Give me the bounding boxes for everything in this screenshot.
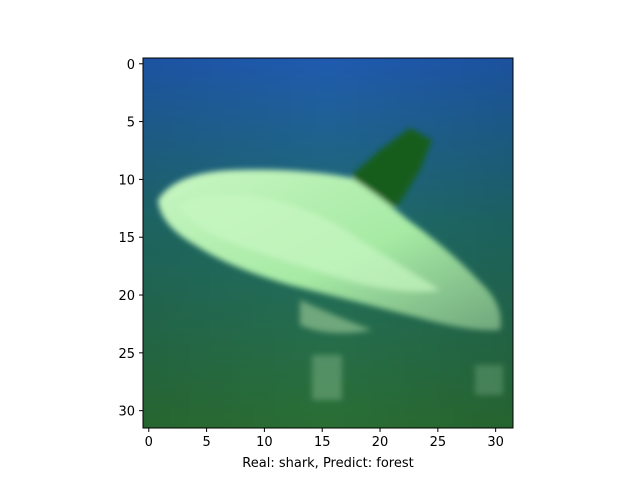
shark-shadow [300,300,372,334]
x-tick-label: 0 [145,435,153,450]
x-tick-label: 5 [202,435,210,450]
x-tick-label: 30 [487,435,504,450]
shark-highlight [180,195,440,292]
shark-dorsal-fin [352,128,432,212]
y-tick-label: 5 [127,116,135,131]
x-axis: 0 5 10 15 20 25 30 [145,428,504,450]
y-tick-label: 15 [118,231,135,246]
shark-image [143,58,513,428]
water-blob [475,365,503,395]
water-blob [312,355,342,400]
x-tick-label: 25 [430,435,447,450]
y-tick-label: 0 [127,58,135,73]
x-tick-label: 10 [256,435,273,450]
axes-frame [142,57,514,429]
y-tick-label: 20 [118,289,135,304]
y-axis: 0 5 10 15 20 25 30 [118,58,143,420]
y-tick-label: 25 [118,347,135,362]
y-tick-label: 10 [118,173,135,188]
x-tick-label: 20 [372,435,389,450]
x-tick-label: 15 [314,435,331,450]
y-tick-label: 30 [118,405,135,420]
figure-caption: Real: shark, Predict: forest [242,456,413,471]
